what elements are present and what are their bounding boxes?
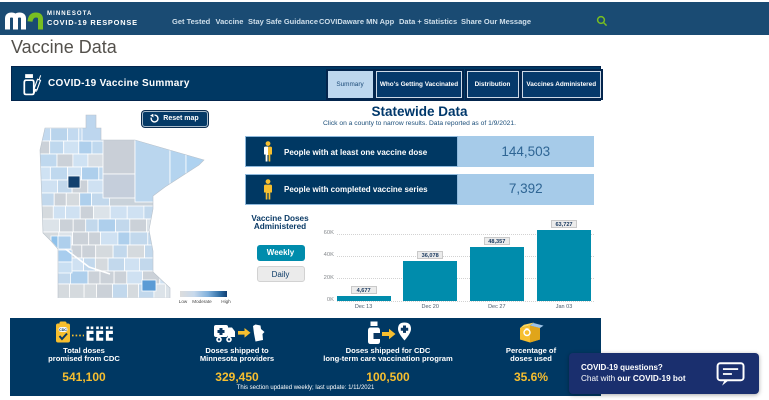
svg-text:CDC: CDC <box>59 328 67 332</box>
